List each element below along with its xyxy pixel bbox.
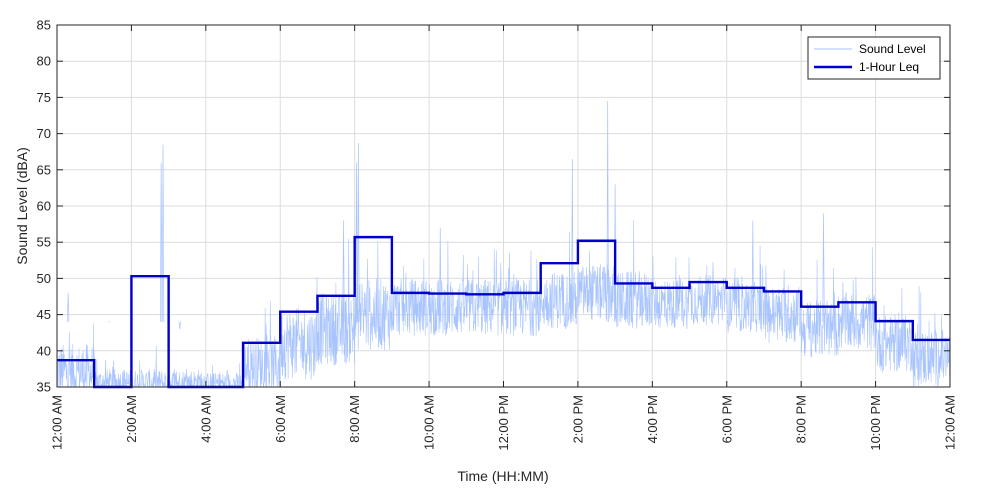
legend-label-1-hour-leq: 1-Hour Leq bbox=[859, 60, 919, 74]
y-axis-title: Sound Level (dBA) bbox=[14, 147, 30, 265]
x-tick-label: 6:00 AM bbox=[273, 395, 288, 443]
y-tick-label: 75 bbox=[37, 90, 51, 105]
legend-label-sound-level: Sound Level bbox=[859, 42, 926, 56]
y-tick-label: 85 bbox=[37, 18, 51, 33]
sound-level-spike bbox=[178, 321, 181, 330]
y-tick-label: 70 bbox=[37, 126, 51, 141]
y-tick-label: 80 bbox=[37, 54, 51, 69]
legend: Sound Level 1-Hour Leq bbox=[807, 36, 941, 80]
x-tick-label: 4:00 AM bbox=[198, 395, 213, 443]
x-tick-label: 10:00 AM bbox=[422, 395, 437, 450]
x-tick-label: 8:00 AM bbox=[347, 395, 362, 443]
plot-area bbox=[56, 24, 951, 389]
ticks bbox=[56, 24, 951, 388]
sound-level-spike bbox=[822, 213, 825, 322]
x-tick-label: 12:00 AM bbox=[50, 395, 65, 450]
y-tick-label: 35 bbox=[37, 380, 51, 395]
sound-level-spike bbox=[355, 162, 358, 322]
x-tick-label: 2:00 AM bbox=[124, 395, 139, 443]
sound-level-spike bbox=[342, 220, 345, 322]
legend-box bbox=[807, 36, 941, 80]
y-tick-label: 60 bbox=[37, 199, 51, 214]
sound-level-spike bbox=[439, 227, 442, 322]
x-tick-labels: 12:00 AM 2:00 AM 4:00 AM 6:00 AM 8:00 AM 10:0… bbox=[50, 395, 958, 451]
x-tick-label: 12:00 AM bbox=[943, 395, 958, 450]
sound-level-spike bbox=[67, 292, 70, 322]
grid bbox=[57, 25, 950, 387]
x-tick-label: 10:00 PM bbox=[868, 395, 883, 451]
x-tick-label: 6:00 PM bbox=[719, 395, 734, 443]
x-tick-label: 8:00 PM bbox=[794, 395, 809, 443]
sound-level-spike bbox=[160, 162, 163, 322]
y-tick-label: 65 bbox=[37, 162, 51, 177]
x-tick-label: 2:00 PM bbox=[570, 395, 585, 443]
y-tick-labels: 35 40 45 50 55 60 65 70 75 80 85 bbox=[37, 18, 51, 395]
y-tick-label: 55 bbox=[37, 235, 51, 250]
sound-level-spike bbox=[161, 144, 165, 322]
x-axis-title: Time (HH:MM) bbox=[457, 468, 548, 484]
x-tick-label: 12:00 PM bbox=[496, 395, 511, 451]
y-tick-label: 50 bbox=[37, 271, 51, 286]
sound-level-spike bbox=[357, 143, 360, 322]
y-tick-label: 40 bbox=[37, 343, 51, 358]
sound-level-spike bbox=[606, 101, 609, 322]
y-tick-label: 45 bbox=[37, 307, 51, 322]
sound-level-spike bbox=[571, 158, 574, 322]
x-tick-label: 4:00 PM bbox=[645, 395, 660, 443]
